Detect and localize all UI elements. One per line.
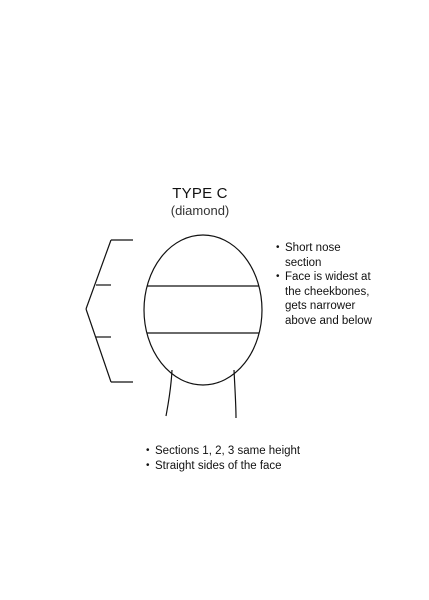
bottom-note: Sections 1, 2, 3 same height	[146, 444, 376, 459]
side-note: Face is widest at the cheekbones, gets n…	[276, 270, 378, 328]
head-outline	[143, 234, 263, 419]
side-notes-list: Short nose section Face is widest at the…	[276, 241, 378, 329]
side-note: Short nose section	[276, 241, 378, 270]
neck-right	[233, 369, 237, 419]
bottom-note: Straight sides of the face	[146, 459, 376, 474]
section-bracket	[85, 239, 133, 383]
face-oval	[143, 234, 263, 386]
bracket-tick-lower	[85, 308, 112, 383]
type-subtitle: (diamond)	[170, 203, 230, 218]
type-title: TYPE C	[172, 185, 228, 202]
bracket-tick-upper	[85, 239, 112, 310]
neck-left	[165, 369, 173, 417]
bottom-notes-list: Sections 1, 2, 3 same height Straight si…	[146, 444, 376, 473]
